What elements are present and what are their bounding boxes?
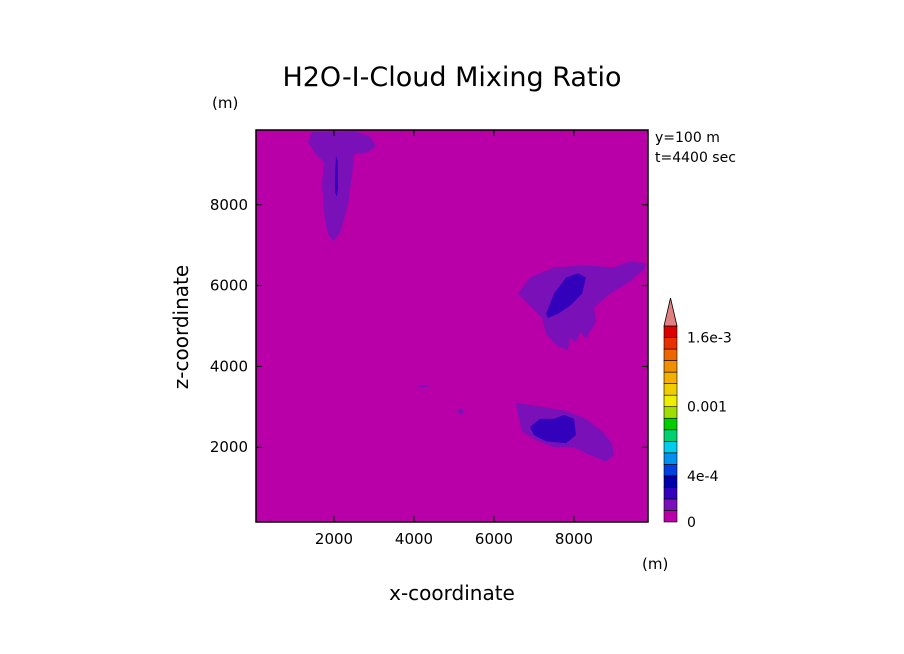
colorbar-segment xyxy=(663,371,678,384)
colorbar-segment xyxy=(663,440,678,454)
contour-region-3 xyxy=(518,261,646,351)
colorbar-segment xyxy=(663,429,678,442)
colorbar-segment xyxy=(663,417,678,431)
colorbar-segment xyxy=(663,475,678,488)
contour-region-4 xyxy=(546,273,586,318)
plot-area xyxy=(255,129,649,523)
x-tick-label: 8000 xyxy=(555,530,593,548)
x-tick-label: 4000 xyxy=(395,530,433,548)
y-tick-label: 2000 xyxy=(210,438,248,456)
plot-frame xyxy=(255,129,649,523)
colorbar-segment xyxy=(663,406,678,419)
x-axis: 2000 4000 6000 8000 xyxy=(315,130,593,548)
contour-region-1 xyxy=(308,131,376,242)
contour-region-7 xyxy=(457,408,464,415)
info-line-2: t=4400 sec xyxy=(655,150,736,166)
colorbar-segment xyxy=(663,510,678,523)
colorbar-tick-label: 1.6e-3 xyxy=(687,331,732,347)
colorbar-segment xyxy=(663,337,678,350)
x-tick-label: 2000 xyxy=(315,530,353,548)
colorbar-segment xyxy=(663,498,678,511)
contour-region-6 xyxy=(530,414,576,444)
x-unit: (m) xyxy=(642,555,668,573)
colorbar-extend-arrow xyxy=(663,297,678,327)
colorbar-segment xyxy=(663,325,678,338)
y-axis: 2000 4000 6000 8000 xyxy=(210,196,648,456)
colorbar-segment xyxy=(663,487,678,500)
contour-region-2 xyxy=(334,156,338,197)
colorbar-segment xyxy=(663,452,678,465)
colorbar: 0 4e-4 0.001 1.6e-3 xyxy=(663,297,732,531)
colorbar-tick-label: 0.001 xyxy=(687,400,727,416)
x-axis-label: x-coordinate xyxy=(389,581,515,605)
info-line-1: y=100 m xyxy=(655,130,720,146)
colorbar-segment xyxy=(663,360,678,373)
y-unit: (m) xyxy=(212,94,238,112)
y-tick-label: 4000 xyxy=(210,357,248,375)
colorbar-tick-label: 4e-4 xyxy=(687,469,719,485)
y-tick-label: 8000 xyxy=(210,196,248,214)
x-tick-label: 6000 xyxy=(475,530,513,548)
chart-title: H2O-I-Cloud Mixing Ratio xyxy=(282,62,621,93)
colorbar-segment xyxy=(663,464,678,477)
contour-region-8 xyxy=(416,385,430,388)
colorbar-segment xyxy=(663,348,678,361)
colorbar-segment xyxy=(663,394,678,408)
y-axis-label: z-coordinate xyxy=(169,265,193,389)
colorbar-tick-label: 0 xyxy=(687,515,696,531)
colorbar-segment xyxy=(663,383,678,396)
y-tick-label: 6000 xyxy=(210,277,248,295)
